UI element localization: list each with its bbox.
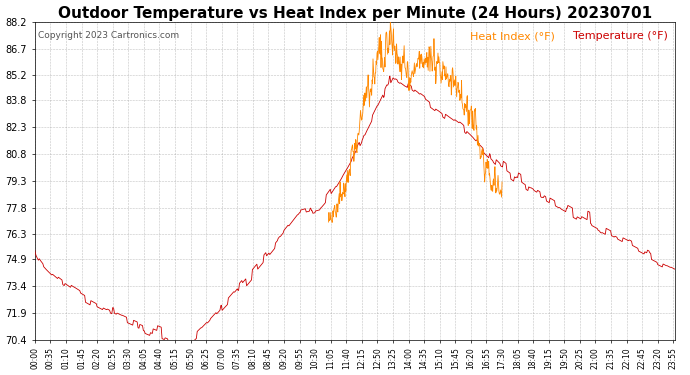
- Text: Copyright 2023 Cartronics.com: Copyright 2023 Cartronics.com: [38, 31, 179, 40]
- Text: Heat Index (°F): Heat Index (°F): [470, 31, 555, 41]
- Text: Temperature (°F): Temperature (°F): [573, 31, 667, 41]
- Title: Outdoor Temperature vs Heat Index per Minute (24 Hours) 20230701: Outdoor Temperature vs Heat Index per Mi…: [58, 6, 652, 21]
